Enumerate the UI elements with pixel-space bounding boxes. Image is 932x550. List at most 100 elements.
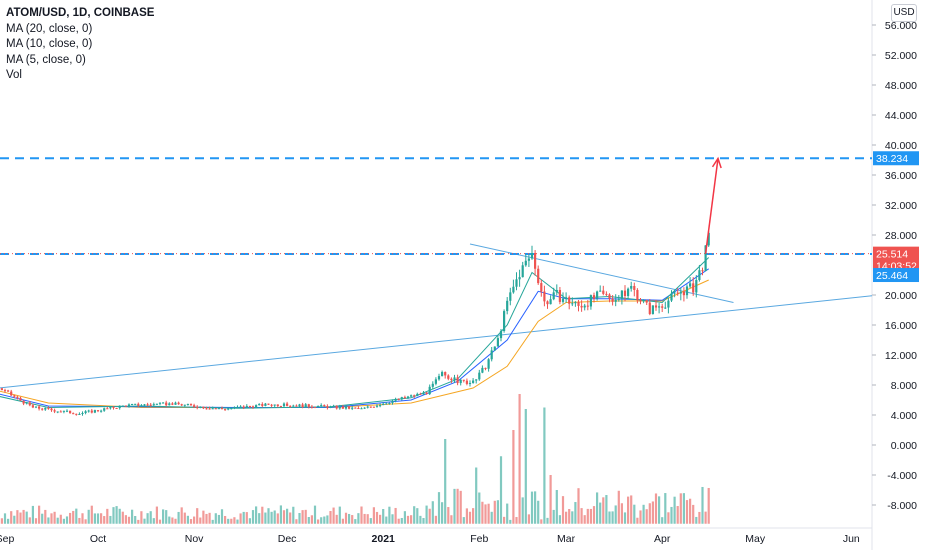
candle-body bbox=[56, 411, 59, 413]
volume-bar bbox=[137, 519, 140, 524]
candle-body bbox=[419, 393, 422, 395]
candle-body bbox=[608, 294, 611, 299]
candle-body bbox=[109, 406, 112, 409]
volume-bar bbox=[437, 492, 441, 524]
projection-arrow[interactable] bbox=[704, 158, 719, 254]
volume-bar bbox=[534, 491, 537, 524]
candle-body bbox=[286, 403, 289, 406]
volume-bar bbox=[419, 515, 422, 524]
candle-body bbox=[589, 295, 592, 307]
volume-bar bbox=[512, 430, 515, 524]
candle-body bbox=[459, 379, 462, 384]
candle-body bbox=[689, 283, 692, 287]
candle-body bbox=[472, 380, 475, 383]
candle-body bbox=[127, 404, 131, 407]
candle-body bbox=[205, 408, 208, 410]
volume-bar bbox=[44, 509, 47, 524]
candle-body bbox=[416, 393, 419, 397]
support-trendline[interactable] bbox=[0, 295, 873, 389]
volume-bar bbox=[152, 518, 155, 524]
time-tick-label: Dec bbox=[278, 533, 297, 545]
price-tick-label: 0.000 bbox=[891, 440, 917, 452]
legend-vol[interactable]: Vol bbox=[6, 69, 22, 81]
volume-bar bbox=[456, 488, 459, 524]
volume-bar bbox=[651, 501, 654, 524]
candle-body bbox=[540, 283, 543, 292]
candle-body bbox=[236, 406, 239, 408]
volume-bar bbox=[444, 439, 447, 524]
candle-body bbox=[375, 405, 379, 407]
candle-body bbox=[143, 404, 146, 406]
candle-body bbox=[351, 407, 354, 409]
legend-ma10[interactable]: MA (10, close, 0) bbox=[6, 38, 93, 50]
volume-bar bbox=[189, 519, 193, 524]
candle-body bbox=[658, 306, 661, 308]
volume-bar bbox=[127, 516, 131, 524]
volume-bar bbox=[348, 513, 351, 524]
price-tick-label: 32.000 bbox=[885, 200, 917, 212]
volume-bar bbox=[199, 517, 202, 524]
candle-body bbox=[317, 406, 320, 408]
candle-body bbox=[577, 302, 580, 306]
volume-bar bbox=[72, 510, 75, 524]
volume-bar bbox=[515, 517, 518, 524]
candle-body bbox=[410, 395, 413, 397]
time-tick-label: Mar bbox=[557, 533, 576, 545]
candle-body bbox=[155, 403, 158, 405]
candle-body bbox=[503, 311, 506, 331]
time-tick-label: Nov bbox=[185, 533, 204, 545]
candle-body bbox=[490, 350, 493, 360]
candle-body bbox=[338, 406, 341, 409]
volume-bar bbox=[385, 516, 388, 524]
volume-bar bbox=[543, 407, 546, 524]
candle-body bbox=[552, 292, 555, 300]
volume-bar bbox=[633, 504, 636, 524]
volume-bar bbox=[410, 515, 413, 524]
candle-body bbox=[611, 298, 614, 302]
legend-ma5[interactable]: MA (5, close, 0) bbox=[6, 53, 86, 66]
candle-body bbox=[47, 407, 50, 409]
currency-button[interactable]: USD bbox=[891, 4, 917, 22]
volume-bar bbox=[202, 510, 205, 524]
candle-body bbox=[630, 285, 633, 289]
candle-body bbox=[661, 306, 664, 308]
volume-bar bbox=[264, 512, 267, 524]
candle-body bbox=[326, 406, 329, 408]
volume-bar bbox=[416, 508, 419, 524]
volume-bar bbox=[608, 511, 611, 524]
volume-bar bbox=[174, 518, 177, 524]
candle-body bbox=[447, 375, 450, 379]
candle-body bbox=[571, 303, 574, 305]
volume-bar bbox=[388, 506, 391, 524]
candle-body bbox=[34, 406, 38, 408]
price-tick-label: 52.000 bbox=[885, 50, 917, 62]
volume-bar bbox=[490, 511, 493, 524]
volume-bar bbox=[180, 507, 183, 524]
candle-body bbox=[561, 298, 565, 302]
volume-bar bbox=[31, 505, 34, 524]
volume-bar bbox=[75, 508, 78, 524]
time-tick-label: Sep bbox=[0, 533, 14, 545]
volume-bar bbox=[561, 496, 565, 524]
candle-body bbox=[140, 405, 143, 407]
candle-body bbox=[654, 305, 658, 308]
candle-body bbox=[118, 405, 121, 409]
legend-ma20[interactable]: MA (20, close, 0) bbox=[6, 22, 93, 35]
candle-body bbox=[75, 413, 78, 415]
volume-bar bbox=[685, 500, 689, 524]
candle-body bbox=[558, 289, 561, 302]
volume-bar bbox=[382, 509, 385, 524]
volume-bar bbox=[527, 514, 530, 524]
volume-bar bbox=[670, 506, 673, 524]
time-tick-label: May bbox=[745, 533, 766, 545]
symbol-title[interactable]: ATOM/USD, 1D, COINBASE bbox=[6, 7, 155, 19]
volume-bar bbox=[580, 508, 583, 524]
volume-bar bbox=[171, 517, 174, 524]
candle-body bbox=[453, 377, 456, 381]
candle-body bbox=[298, 404, 301, 407]
candle-body bbox=[406, 396, 410, 398]
candle-body bbox=[673, 292, 676, 294]
candle-body bbox=[707, 232, 710, 246]
volume-bar bbox=[81, 513, 84, 524]
